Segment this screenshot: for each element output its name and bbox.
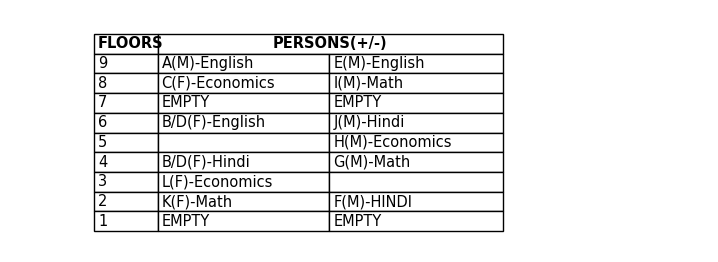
Text: 5: 5: [98, 135, 108, 150]
Text: 6: 6: [98, 115, 108, 130]
Text: EMPTY: EMPTY: [333, 95, 381, 110]
Bar: [94, 113, 157, 133]
Bar: [330, 73, 503, 93]
Text: FLOORS: FLOORS: [98, 36, 164, 51]
Bar: [94, 152, 157, 172]
Bar: [330, 93, 503, 113]
Bar: [157, 54, 330, 73]
Text: 1: 1: [98, 214, 108, 229]
Bar: [157, 34, 503, 54]
Bar: [157, 211, 330, 231]
Bar: [157, 152, 330, 172]
Text: C(F)-Economics: C(F)-Economics: [162, 76, 275, 91]
Bar: [94, 73, 157, 93]
Text: 9: 9: [98, 56, 108, 71]
Bar: [94, 211, 157, 231]
Text: 2: 2: [98, 194, 108, 209]
Text: B/D(F)-Hindi: B/D(F)-Hindi: [162, 155, 251, 170]
Text: EMPTY: EMPTY: [162, 95, 210, 110]
Text: B/D(F)-English: B/D(F)-English: [162, 115, 266, 130]
Bar: [157, 93, 330, 113]
Bar: [94, 133, 157, 152]
Bar: [330, 192, 503, 211]
Bar: [330, 54, 503, 73]
Text: A(M)-English: A(M)-English: [162, 56, 254, 71]
Text: L(F)-Economics: L(F)-Economics: [162, 174, 273, 189]
Bar: [94, 34, 157, 54]
Bar: [330, 152, 503, 172]
Bar: [94, 172, 157, 192]
Text: G(M)-Math: G(M)-Math: [333, 155, 411, 170]
Bar: [157, 172, 330, 192]
Bar: [330, 133, 503, 152]
Text: 8: 8: [98, 76, 108, 91]
Text: H(M)-Economics: H(M)-Economics: [333, 135, 452, 150]
Bar: [157, 192, 330, 211]
Bar: [94, 192, 157, 211]
Text: F(M)-HINDI: F(M)-HINDI: [333, 194, 412, 209]
Text: EMPTY: EMPTY: [162, 214, 210, 229]
Bar: [330, 113, 503, 133]
Bar: [157, 73, 330, 93]
Text: 4: 4: [98, 155, 108, 170]
Bar: [94, 54, 157, 73]
Text: EMPTY: EMPTY: [333, 214, 381, 229]
Bar: [330, 172, 503, 192]
Text: 7: 7: [98, 95, 108, 110]
Bar: [157, 113, 330, 133]
Bar: [94, 93, 157, 113]
Text: K(F)-Math: K(F)-Math: [162, 194, 233, 209]
Text: E(M)-English: E(M)-English: [333, 56, 425, 71]
Text: 3: 3: [98, 174, 107, 189]
Text: I(M)-Math: I(M)-Math: [333, 76, 404, 91]
Bar: [157, 133, 330, 152]
Text: PERSONS(+/-): PERSONS(+/-): [273, 36, 388, 51]
Bar: [330, 211, 503, 231]
Text: J(M)-Hindi: J(M)-Hindi: [333, 115, 405, 130]
